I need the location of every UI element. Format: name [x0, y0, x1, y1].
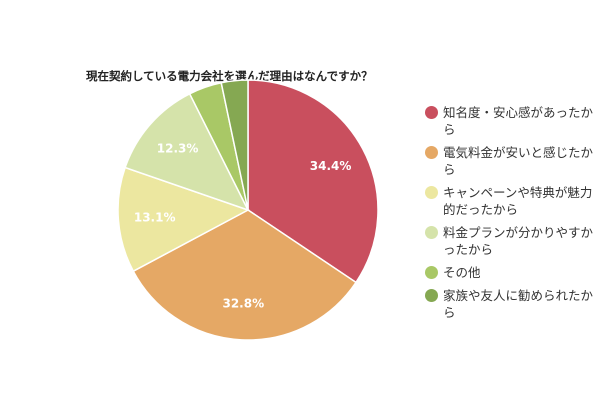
legend-item: キャンペーンや特典が魅力的だったから: [425, 184, 600, 218]
legend-marker: [425, 186, 438, 199]
legend-marker: [425, 226, 438, 239]
legend-item: 電気料金が安いと感じたから: [425, 144, 600, 178]
data-label: 13.1%: [134, 210, 176, 224]
legend-label: キャンペーンや特典が魅力的だったから: [443, 185, 593, 217]
legend-marker: [425, 106, 438, 119]
data-label: 32.8%: [222, 296, 264, 310]
pie-slice: [247, 79, 379, 284]
legend-label: 家族や友人に勧められたから: [443, 288, 594, 320]
legend-label: その他: [443, 265, 481, 280]
pie-slice: [220, 79, 249, 211]
legend-item: 料金プランが分かりやすかったから: [425, 224, 600, 258]
legend-label: 知名度・安心感があったから: [443, 105, 594, 137]
legend-marker: [425, 146, 438, 159]
legend-label: 料金プランが分かりやすかったから: [443, 225, 594, 257]
legend: 知名度・安心感があったから 電気料金が安いと感じたから キャンペーンや特典が魅力的だ…: [425, 104, 600, 327]
pie-slice: [124, 92, 250, 212]
chart-title: 現在契約している電力会社を選んだ理由はなんですか？: [86, 69, 373, 83]
legend-label: 電気料金が安いと感じたから: [443, 145, 594, 177]
data-label: 12.3%: [157, 141, 199, 155]
legend-marker: [425, 289, 438, 302]
pie-slice: [117, 166, 250, 273]
pie-slice: [132, 209, 358, 341]
data-label: 34.4%: [310, 159, 352, 173]
legend-item: その他: [425, 264, 600, 281]
legend-item: 家族や友人に勧められたから: [425, 287, 600, 321]
legend-item: 知名度・安心感があったから: [425, 104, 600, 138]
legend-marker: [425, 266, 438, 279]
